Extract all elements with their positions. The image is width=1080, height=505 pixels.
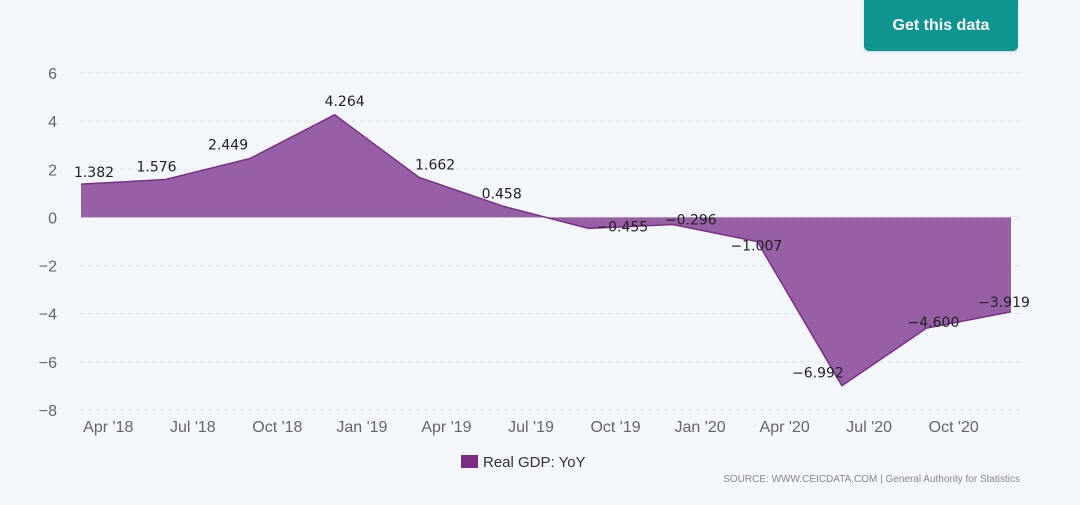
x-tick-label: Jul '20 (846, 419, 892, 436)
data-label: 1.576 (136, 159, 176, 175)
x-tick-label: Jan '19 (336, 419, 387, 436)
y-tick-label: 4 (48, 114, 57, 131)
y-tick-label: −8 (39, 403, 57, 420)
data-label: 1.662 (415, 157, 455, 173)
data-label: −0.455 (596, 219, 648, 235)
x-tick-label: Oct '19 (590, 419, 640, 436)
get-this-data-button[interactable]: Get this data (864, 0, 1018, 51)
data-label: −6.992 (792, 366, 844, 382)
data-point[interactable] (502, 204, 506, 208)
x-tick-label: Oct '18 (252, 419, 302, 436)
x-tick-label: Jul '18 (170, 419, 216, 436)
data-label: 0.458 (482, 186, 522, 202)
legend[interactable]: Real GDP: YoY (461, 454, 586, 471)
data-label: −4.600 (908, 315, 960, 331)
x-tick-label: Apr '20 (760, 419, 810, 436)
x-tick-label: Jan '20 (675, 419, 726, 436)
x-tick-label: Apr '18 (83, 419, 133, 436)
data-label: −1.007 (730, 239, 782, 255)
legend-label: Real GDP: YoY (483, 454, 586, 471)
x-tick-label: Apr '19 (421, 419, 471, 436)
series-area (80, 113, 1012, 387)
data-label: 2.449 (208, 137, 248, 153)
data-labels: 1.382 1.576 2.449 4.264 1.662 0.458 −0.455 −0.2… (74, 94, 1030, 382)
data-point[interactable] (333, 113, 337, 117)
y-tick-label: 6 (48, 66, 57, 83)
data-point[interactable] (248, 156, 252, 160)
data-label: 4.264 (325, 94, 365, 110)
legend-swatch (461, 455, 478, 468)
data-label: −3.919 (978, 295, 1030, 311)
series-area-fill (81, 114, 1011, 386)
series-line (80, 113, 1012, 387)
data-label: 1.382 (74, 165, 114, 181)
x-axis-ticks: Apr '18 Jul '18 Oct '18 Jan '19 Apr '19 Jul '… (83, 419, 979, 436)
data-point[interactable] (164, 177, 168, 181)
data-point[interactable] (79, 182, 83, 186)
data-label: −0.296 (665, 213, 717, 229)
x-tick-label: Jul '19 (508, 419, 554, 436)
data-point[interactable] (586, 226, 590, 230)
x-tick-label: Oct '20 (929, 419, 979, 436)
y-tick-label: −2 (39, 259, 57, 276)
data-point[interactable] (417, 175, 421, 179)
y-tick-label: −4 (39, 307, 57, 324)
y-tick-label: −6 (39, 355, 57, 372)
data-point[interactable] (840, 384, 844, 388)
y-tick-label: 0 (48, 210, 57, 227)
y-axis-ticks: 6 4 2 0 −2 −4 −6 −8 (39, 66, 57, 420)
source-note: SOURCE: WWW.CEICDATA.COM | General Autho… (723, 474, 1020, 485)
y-tick-label: 2 (48, 162, 57, 179)
